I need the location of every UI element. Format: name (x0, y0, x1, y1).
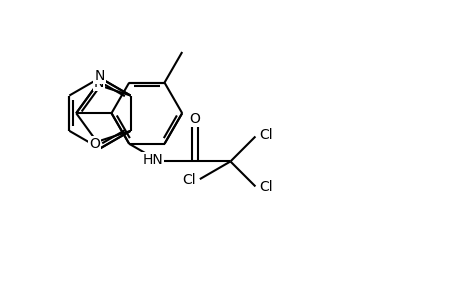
Text: O: O (189, 112, 200, 126)
Text: O: O (89, 137, 100, 151)
Text: N: N (94, 76, 104, 90)
Text: Cl: Cl (259, 128, 273, 142)
Text: N: N (95, 69, 105, 83)
Text: Cl: Cl (182, 173, 196, 187)
Text: N: N (94, 76, 104, 90)
Text: N: N (95, 69, 105, 83)
Text: Cl: Cl (259, 180, 273, 194)
Text: O: O (89, 137, 100, 151)
Text: HN: HN (142, 154, 163, 167)
